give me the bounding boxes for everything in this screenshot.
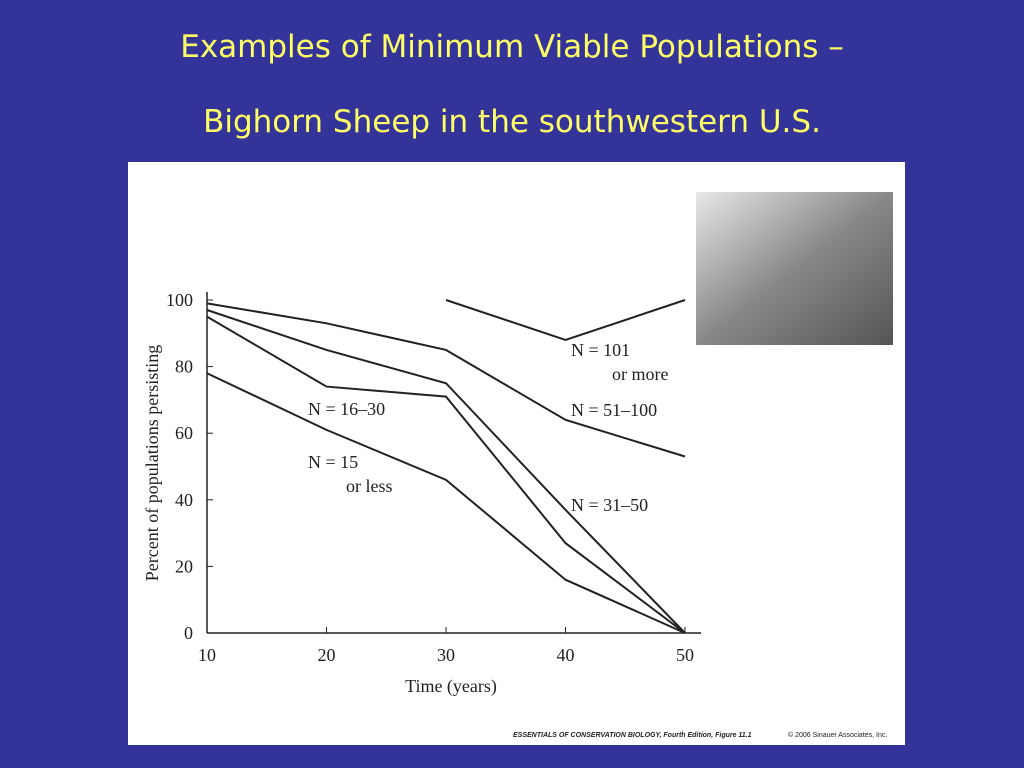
series-line [206, 315, 686, 634]
series-line [445, 299, 686, 342]
series-label: or less [346, 476, 393, 496]
x-tick-label: 40 [557, 645, 575, 665]
title-line: Examples of Minimum Viable Populations – [180, 29, 843, 65]
y-tick-label: 0 [184, 623, 193, 643]
series-label: N = 31–50 [571, 495, 648, 515]
title-line: Bighorn Sheep in the southwestern U.S. [203, 104, 821, 140]
y-axis-label: Percent of populations persisting [142, 345, 162, 581]
x-axis-label: Time (years) [405, 676, 497, 697]
x-tick-label: 20 [318, 645, 336, 665]
series-line [206, 309, 686, 634]
series-label: or more [612, 364, 668, 384]
y-tick-label: 60 [175, 423, 193, 443]
series-line [206, 302, 686, 458]
y-tick-label: 40 [175, 490, 193, 510]
x-tick-label: 10 [198, 645, 216, 665]
series-label: N = 15 [308, 452, 358, 472]
figure-credit: ESSENTIALS OF CONSERVATION BIOLOGY, Four… [513, 732, 752, 739]
y-tick-label: 100 [166, 290, 193, 310]
sheep-photo [696, 192, 893, 345]
x-tick-label: 50 [676, 645, 694, 665]
y-tick-label: 20 [175, 556, 193, 576]
copyright: © 2006 Sinauer Associates, Inc. [788, 731, 887, 739]
series-label: N = 51–100 [571, 400, 657, 420]
x-tick-label: 30 [437, 645, 455, 665]
series-label: N = 16–30 [308, 399, 385, 419]
series-label: N = 101 [571, 340, 630, 360]
series-line [206, 372, 686, 634]
y-tick-label: 80 [175, 357, 193, 377]
